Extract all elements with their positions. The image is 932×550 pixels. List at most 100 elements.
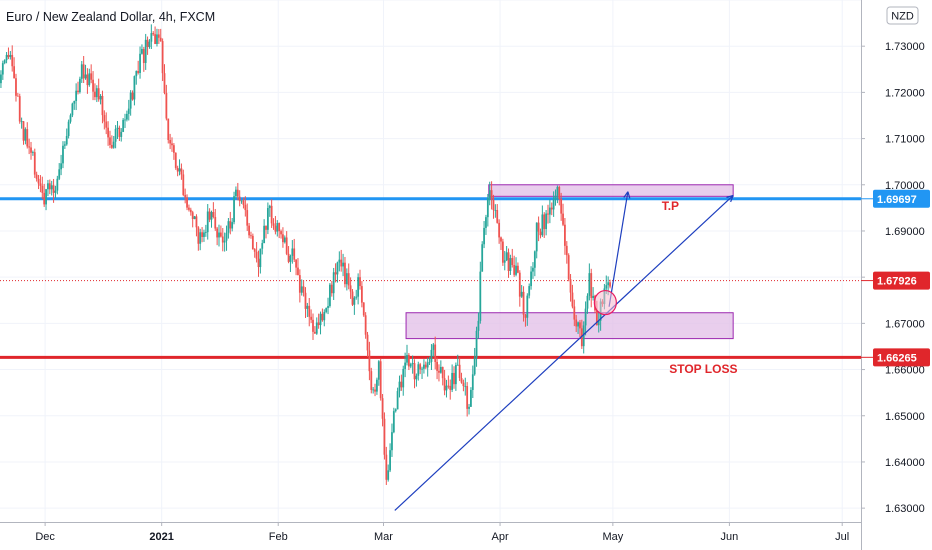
candle-body bbox=[392, 411, 395, 433]
candle-body bbox=[270, 205, 273, 224]
candle-body bbox=[545, 213, 548, 230]
candle-body bbox=[47, 183, 49, 190]
candle-body bbox=[45, 189, 47, 205]
candle-body bbox=[560, 198, 563, 214]
candle-body bbox=[163, 73, 166, 93]
candle-body bbox=[451, 372, 454, 390]
candle-body bbox=[240, 200, 243, 202]
candle-body bbox=[135, 70, 138, 77]
candle-body bbox=[287, 253, 290, 262]
candle-body bbox=[567, 255, 570, 280]
candle-body bbox=[571, 292, 574, 307]
candle-body bbox=[547, 213, 549, 215]
y-tick-label: 1.63000 bbox=[885, 503, 925, 515]
candle-body bbox=[404, 362, 407, 369]
candle-body bbox=[456, 364, 459, 366]
target-arrow[interactable] bbox=[608, 191, 629, 307]
candle-body bbox=[28, 146, 31, 148]
candle-body bbox=[65, 135, 68, 145]
candle-body bbox=[26, 129, 29, 147]
candle-body bbox=[349, 285, 352, 292]
candle-body bbox=[569, 279, 572, 293]
candle-body bbox=[554, 195, 557, 200]
candle-body bbox=[330, 284, 333, 294]
candle-body bbox=[204, 232, 207, 233]
candle-body bbox=[368, 350, 371, 372]
candle-body bbox=[58, 169, 61, 179]
candle-body bbox=[9, 54, 12, 58]
candle-body bbox=[539, 231, 542, 236]
candle-body bbox=[259, 248, 262, 268]
candle-body bbox=[379, 361, 382, 399]
candle-body bbox=[515, 265, 517, 275]
candle-body bbox=[468, 406, 470, 409]
candle-body bbox=[116, 127, 119, 129]
candle-body bbox=[500, 237, 502, 242]
candle-body bbox=[48, 183, 51, 190]
candle-body bbox=[573, 306, 576, 320]
candle-body bbox=[154, 34, 156, 44]
time-axis[interactable] bbox=[0, 522, 861, 550]
candle-body bbox=[201, 232, 203, 237]
trendline[interactable] bbox=[394, 194, 734, 511]
candle-body bbox=[347, 273, 350, 286]
candle-body bbox=[227, 221, 230, 233]
candle-body bbox=[144, 39, 147, 63]
candle-body bbox=[141, 48, 143, 54]
candle-body bbox=[564, 224, 566, 246]
candle-body bbox=[558, 186, 561, 199]
candle-body bbox=[137, 70, 140, 73]
x-tick-label: Apr bbox=[491, 531, 508, 543]
candle-body bbox=[479, 271, 482, 321]
candle-body bbox=[157, 34, 160, 38]
candle-body bbox=[473, 357, 476, 375]
candle-body bbox=[458, 364, 461, 379]
candle-body bbox=[43, 192, 46, 205]
candle-body bbox=[20, 121, 23, 123]
candle-body bbox=[229, 221, 232, 229]
candle-body bbox=[297, 267, 299, 276]
candle-body bbox=[383, 418, 386, 455]
y-tick-label: 1.71000 bbox=[885, 134, 925, 146]
candle-body bbox=[579, 322, 581, 329]
candle-body bbox=[112, 141, 115, 148]
support-zone[interactable] bbox=[405, 312, 734, 340]
candle-body bbox=[543, 214, 546, 230]
candle-body bbox=[434, 344, 437, 362]
candle-body bbox=[67, 121, 70, 136]
candle-body bbox=[69, 115, 72, 122]
candle-body bbox=[146, 39, 149, 47]
candle-body bbox=[276, 223, 279, 232]
horizontal-lines bbox=[0, 197, 861, 359]
candle-body bbox=[62, 145, 64, 164]
candle-body bbox=[503, 260, 506, 263]
y-tick-label: 1.72000 bbox=[885, 87, 925, 99]
candle-body bbox=[406, 354, 408, 363]
candle-body bbox=[475, 330, 478, 358]
candle-body bbox=[415, 375, 418, 380]
candle-body bbox=[533, 251, 536, 268]
candle-body bbox=[462, 382, 465, 387]
stop-loss-line-tag-text: 1.66265 bbox=[877, 352, 917, 364]
target-arrowhead bbox=[623, 191, 631, 199]
candle-body bbox=[139, 53, 141, 73]
candle-body bbox=[248, 225, 250, 236]
candle-body bbox=[235, 189, 237, 197]
candle-body bbox=[257, 258, 260, 268]
candle-body bbox=[212, 212, 215, 217]
candle-body bbox=[1, 63, 4, 75]
resistance-zone[interactable] bbox=[488, 184, 734, 197]
candle-body bbox=[199, 232, 202, 244]
candle-body bbox=[221, 236, 224, 243]
currency-button[interactable] bbox=[886, 6, 919, 25]
candle-body bbox=[129, 92, 132, 109]
candle-body bbox=[114, 128, 117, 142]
entry-circle[interactable] bbox=[593, 289, 617, 316]
candle-body bbox=[453, 372, 455, 385]
candle-body bbox=[110, 144, 113, 148]
candle-body bbox=[423, 364, 425, 369]
x-tick-label: Dec bbox=[35, 531, 55, 543]
candle-body bbox=[218, 232, 220, 238]
candle-body bbox=[300, 286, 303, 293]
